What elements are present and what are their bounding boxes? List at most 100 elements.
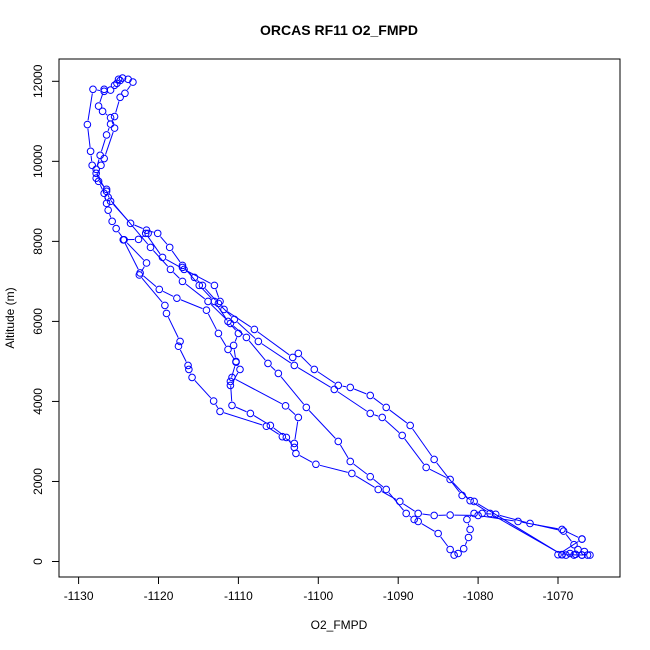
- data-point: [142, 259, 151, 267]
- data-point: [310, 365, 319, 374]
- data-point: [410, 515, 418, 524]
- plot-frame: [58, 58, 621, 578]
- series-line-segment: [355, 475, 375, 488]
- data-point: [216, 297, 224, 306]
- series-line-segment: [171, 250, 181, 263]
- data-point: [491, 510, 500, 519]
- data-point: [118, 74, 127, 82]
- series-line-segment: [142, 275, 157, 288]
- data-point: [414, 517, 422, 526]
- series-line-segment: [409, 515, 412, 518]
- series-line-segment: [389, 409, 408, 424]
- data-point: [121, 89, 129, 98]
- series-line-segment: [353, 388, 367, 395]
- data-point: [110, 124, 119, 132]
- series-line-segment: [469, 515, 472, 518]
- data-point: [470, 497, 478, 506]
- series-line-segment: [373, 478, 384, 488]
- data-point: [110, 112, 119, 121]
- series-line-segment: [269, 428, 280, 435]
- data-point: [446, 475, 454, 484]
- series-line-segment: [126, 85, 131, 91]
- x-tick-label: -1080: [463, 589, 494, 603]
- data-point: [434, 529, 442, 538]
- data-point: [104, 206, 112, 214]
- series-line-segment: [237, 321, 256, 339]
- data-point: [220, 305, 228, 314]
- data-point: [334, 381, 343, 390]
- data-point: [185, 365, 193, 374]
- data-point: [466, 496, 474, 505]
- data-point: [446, 511, 454, 519]
- data-point: [330, 385, 339, 394]
- y-tick-label: 6000: [31, 308, 45, 335]
- x-axis: -1130 -1120 -1110 -1100 -1090 -1080 -1070: [64, 576, 574, 603]
- series-line-segment: [522, 521, 558, 530]
- series-line-segment: [99, 93, 104, 103]
- series-line-segment: [134, 224, 143, 229]
- data-point: [578, 535, 586, 543]
- data-point: [382, 485, 391, 494]
- data-point: [266, 421, 275, 430]
- data-point: [100, 189, 108, 198]
- data-point: [290, 439, 299, 448]
- series-line-segment: [235, 406, 247, 413]
- data-point: [464, 533, 473, 542]
- series-line-segment: [403, 503, 415, 512]
- data-point: [102, 185, 111, 194]
- data-point: [126, 219, 135, 228]
- series-line-segment: [429, 468, 447, 479]
- series-line-segment: [299, 455, 313, 463]
- series-line-segment: [99, 184, 103, 190]
- data-point: [450, 551, 458, 559]
- series-line-segment: [342, 385, 347, 388]
- series-line-segment: [297, 367, 331, 388]
- series-line-segment: [152, 250, 169, 267]
- data-point: [174, 342, 183, 351]
- data-point: [334, 437, 343, 446]
- data-point: [463, 515, 471, 524]
- series-line-segment: [105, 131, 114, 155]
- series-line-segment: [230, 324, 237, 331]
- data-point: [106, 86, 115, 94]
- data-point: [578, 551, 586, 559]
- data-point: [458, 491, 466, 500]
- series-line-segment: [201, 288, 212, 299]
- series-line-segment: [207, 313, 217, 330]
- data-point: [116, 93, 124, 102]
- data-point: [566, 549, 574, 558]
- data-point: [144, 229, 152, 238]
- series-line-segment: [97, 89, 101, 92]
- data-point: [348, 469, 356, 478]
- data-point: [210, 281, 219, 290]
- data-point: [86, 147, 95, 156]
- data-point: [165, 243, 174, 252]
- data-point: [136, 269, 144, 277]
- data-point: [106, 113, 115, 122]
- series-line-segment: [340, 444, 349, 459]
- data-point: [474, 511, 482, 520]
- series-line-segment: [412, 428, 433, 457]
- series-line-segment: [194, 380, 212, 399]
- x-tick-label: -1110: [224, 589, 253, 603]
- series-line-segment: [440, 536, 449, 547]
- data-point: [166, 265, 175, 274]
- data-point: [116, 76, 124, 85]
- data-point: [178, 263, 187, 272]
- data-point: [158, 253, 167, 262]
- series-line-segment: [227, 311, 252, 328]
- series-line-segment: [141, 277, 163, 303]
- data-point: [302, 403, 311, 412]
- data-point: [153, 229, 162, 238]
- series-line-segment: [185, 283, 206, 300]
- series-line-segment: [422, 513, 431, 516]
- data-point: [554, 550, 562, 559]
- data-point: [209, 397, 218, 405]
- series-line-segment: [381, 491, 397, 500]
- data-point: [114, 75, 123, 84]
- series-line-segment: [124, 243, 139, 270]
- series-line-segment: [220, 336, 227, 347]
- chart-title: ORCAS RF11 O2_FMPD: [260, 22, 418, 38]
- data-point: [281, 402, 290, 410]
- series-line-segment: [257, 331, 290, 356]
